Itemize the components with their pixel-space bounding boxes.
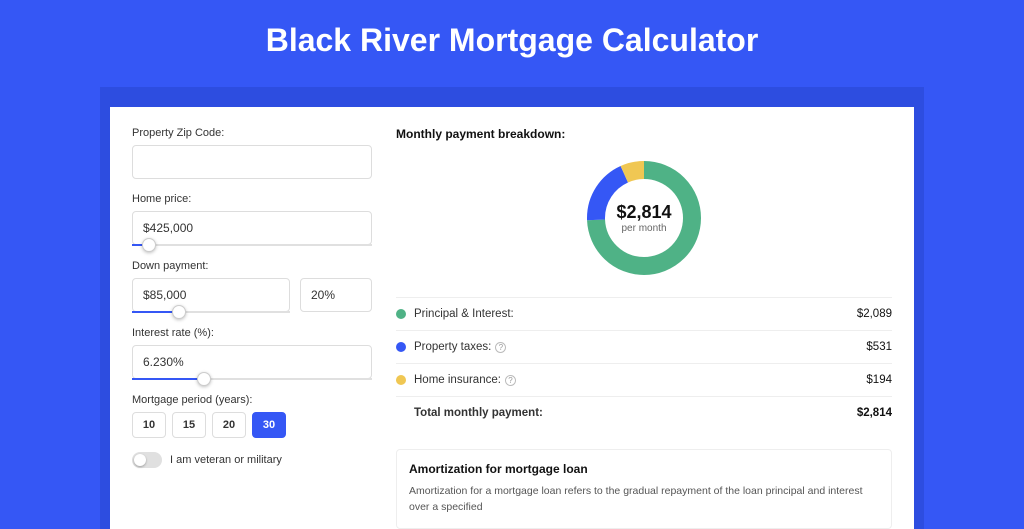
home-price-label: Home price: <box>132 193 372 205</box>
legend-value: $2,089 <box>857 308 892 320</box>
home-price-input[interactable] <box>132 211 372 245</box>
rate-input[interactable] <box>132 345 372 379</box>
legend-row-taxes: Property taxes: ?$531 <box>396 330 892 363</box>
legend-value: $531 <box>866 341 892 353</box>
rate-slider-fill <box>132 378 204 380</box>
help-icon[interactable]: ? <box>505 375 516 386</box>
zip-input[interactable] <box>132 145 372 179</box>
down-payment-slider-thumb[interactable] <box>172 305 186 319</box>
amortization-text: Amortization for a mortgage loan refers … <box>409 484 879 516</box>
zip-label: Property Zip Code: <box>132 127 372 139</box>
legend-label: Principal & Interest: <box>414 308 857 320</box>
down-payment-amount-input[interactable] <box>132 278 290 312</box>
down-payment-label: Down payment: <box>132 260 372 272</box>
veteran-row: I am veteran or military <box>132 452 372 468</box>
home-price-slider[interactable] <box>132 244 372 246</box>
calculator-panel: Property Zip Code: Home price: Down paym… <box>110 107 914 529</box>
home-price-slider-thumb[interactable] <box>142 238 156 252</box>
rate-slider-thumb[interactable] <box>197 372 211 386</box>
donut-sub: per month <box>621 223 666 234</box>
legend-label: Home insurance: ? <box>414 374 866 386</box>
inputs-column: Property Zip Code: Home price: Down paym… <box>132 127 372 529</box>
legend-total-label: Total monthly payment: <box>414 407 857 419</box>
donut-wrap: $2,814 per month <box>396 151 892 297</box>
donut-center: $2,814 per month <box>583 157 705 279</box>
donut-chart: $2,814 per month <box>583 157 705 279</box>
legend-label: Property taxes: ? <box>414 341 866 353</box>
period-btn-20[interactable]: 20 <box>212 412 246 438</box>
down-payment-slider[interactable] <box>132 311 290 313</box>
breakdown-title: Monthly payment breakdown: <box>396 127 892 141</box>
amortization-title: Amortization for mortgage loan <box>409 462 879 476</box>
zip-group: Property Zip Code: <box>132 127 372 179</box>
page-title: Black River Mortgage Calculator <box>0 0 1024 87</box>
amortization-card: Amortization for mortgage loan Amortizat… <box>396 449 892 529</box>
down-payment-group: Down payment: <box>132 260 372 313</box>
legend-row-total: Total monthly payment:$2,814 <box>396 396 892 429</box>
rate-label: Interest rate (%): <box>132 327 372 339</box>
help-icon[interactable]: ? <box>495 342 506 353</box>
period-btn-10[interactable]: 10 <box>132 412 166 438</box>
period-label: Mortgage period (years): <box>132 394 372 406</box>
card-shadow: Property Zip Code: Home price: Down paym… <box>100 87 924 529</box>
period-btn-15[interactable]: 15 <box>172 412 206 438</box>
legend-value: $194 <box>866 374 892 386</box>
legend-total-value: $2,814 <box>857 407 892 419</box>
rate-slider[interactable] <box>132 378 372 380</box>
legend-swatch <box>396 342 406 352</box>
breakdown-column: Monthly payment breakdown: $2,814 per mo… <box>396 127 892 529</box>
home-price-group: Home price: <box>132 193 372 246</box>
veteran-label: I am veteran or military <box>170 454 282 466</box>
legend-row-insurance: Home insurance: ?$194 <box>396 363 892 396</box>
period-button-row: 10 15 20 30 <box>132 412 372 438</box>
legend-row-principal: Principal & Interest:$2,089 <box>396 298 892 330</box>
legend: Principal & Interest:$2,089Property taxe… <box>396 297 892 429</box>
legend-swatch <box>396 309 406 319</box>
down-payment-pct-input[interactable] <box>300 278 372 312</box>
veteran-toggle[interactable] <box>132 452 162 468</box>
period-group: Mortgage period (years): 10 15 20 30 <box>132 394 372 438</box>
donut-amount: $2,814 <box>616 202 671 223</box>
rate-group: Interest rate (%): <box>132 327 372 380</box>
period-btn-30[interactable]: 30 <box>252 412 286 438</box>
legend-swatch <box>396 375 406 385</box>
